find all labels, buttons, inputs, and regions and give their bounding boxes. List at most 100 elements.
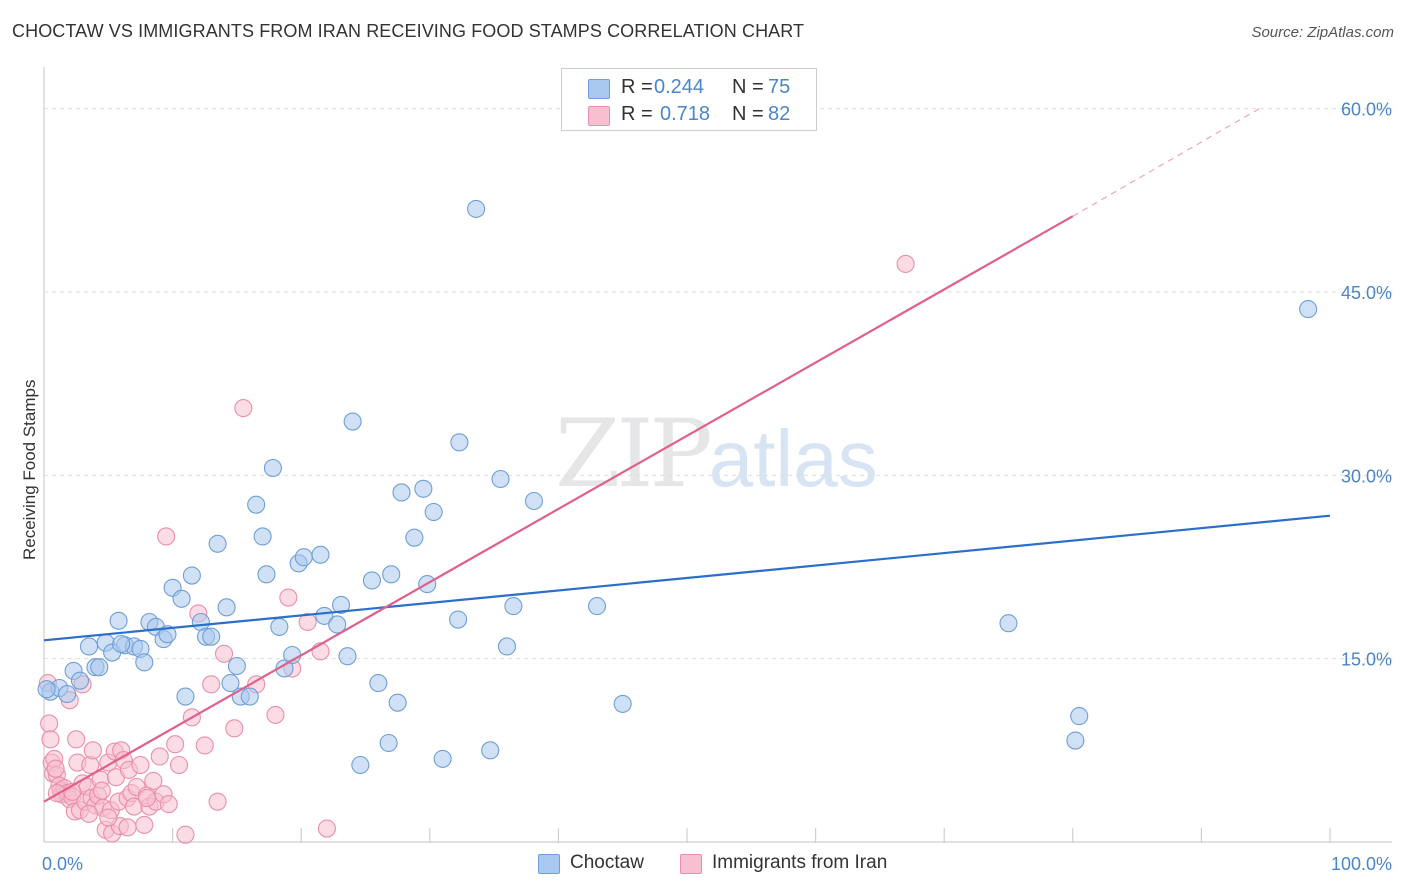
choctaw-point bbox=[491, 469, 510, 489]
choctaw-point bbox=[1066, 731, 1085, 750]
choctaw-point bbox=[613, 694, 632, 713]
choctaw-point bbox=[172, 589, 191, 608]
choctaw-point bbox=[1299, 300, 1318, 319]
choctaw-point bbox=[58, 685, 77, 704]
choctaw-point bbox=[227, 656, 246, 676]
choctaw-point bbox=[70, 671, 90, 690]
choctaw-point bbox=[388, 693, 407, 712]
iran-point bbox=[298, 612, 317, 632]
iran-point bbox=[135, 815, 154, 834]
choctaw-point bbox=[109, 611, 128, 630]
tick-labels: 15.0% 30.0% 45.0% 60.0% 0.0% 100.0% bbox=[42, 100, 1392, 874]
iran-point bbox=[144, 771, 163, 790]
choctaw-point bbox=[79, 637, 99, 656]
iran-point bbox=[92, 781, 111, 800]
choctaw-point bbox=[182, 566, 201, 585]
choctaw-point bbox=[999, 614, 1018, 633]
choctaw-point bbox=[263, 458, 282, 478]
iran-point bbox=[79, 804, 99, 823]
watermark: ZIPatlas bbox=[555, 400, 878, 509]
y-tick-label: 45.0% bbox=[1341, 283, 1392, 303]
y-tick-label: 30.0% bbox=[1341, 466, 1392, 486]
gridlines bbox=[44, 108, 1392, 660]
choctaw-point bbox=[1070, 707, 1089, 726]
bottom-swatch-iran bbox=[680, 854, 702, 874]
choctaw-trend-line bbox=[43, 514, 1331, 642]
choctaw-point bbox=[208, 534, 227, 553]
iran-point bbox=[317, 819, 336, 838]
chart-title: CHOCTAW VS IMMIGRANTS FROM IRAN RECEIVIN… bbox=[12, 21, 805, 41]
watermark-atlas: atlas bbox=[708, 414, 878, 503]
axes bbox=[43, 67, 1392, 843]
choctaw-point bbox=[257, 565, 276, 584]
iran-point bbox=[279, 588, 298, 607]
source-label: Source: ZipAtlas.com bbox=[1251, 24, 1394, 41]
choctaw-point bbox=[405, 528, 424, 547]
choctaw-point bbox=[328, 615, 347, 634]
iran-point bbox=[40, 714, 59, 733]
bottom-swatch-choctaw bbox=[538, 854, 560, 874]
choctaw-point bbox=[351, 755, 370, 775]
legend-r-label: R = bbox=[621, 103, 653, 125]
iran-trend-extension bbox=[1072, 108, 1260, 217]
choctaw-point bbox=[338, 647, 357, 666]
choctaw-point bbox=[450, 433, 469, 452]
choctaw-point bbox=[294, 548, 313, 567]
choctaw-point bbox=[504, 597, 523, 616]
iran-point bbox=[150, 747, 169, 766]
choctaw-point bbox=[311, 545, 330, 564]
choctaw-point bbox=[379, 733, 398, 753]
iran-point bbox=[157, 527, 176, 546]
choctaw-point bbox=[481, 741, 500, 760]
choctaw-point bbox=[449, 610, 468, 629]
iran-point bbox=[118, 818, 137, 837]
choctaw-point bbox=[497, 637, 517, 656]
choctaw-point bbox=[343, 412, 362, 431]
iran-point bbox=[159, 795, 178, 814]
choctaw-point bbox=[240, 687, 259, 706]
trend-lines bbox=[43, 108, 1331, 803]
iran-point bbox=[214, 644, 234, 663]
legend-n-value: 82 bbox=[768, 103, 791, 125]
x-tick-label: 0.0% bbox=[42, 854, 83, 874]
legend-n-label: N = bbox=[732, 103, 764, 125]
legend-swatch-choctaw bbox=[588, 79, 610, 99]
choctaw-point bbox=[382, 565, 401, 584]
choctaw-point bbox=[90, 658, 109, 677]
y-tick-label: 60.0% bbox=[1341, 100, 1392, 120]
choctaw-point bbox=[362, 571, 381, 590]
legend-r-value: 0.718 bbox=[660, 103, 711, 125]
choctaw-point bbox=[247, 495, 266, 514]
legend-swatch-iran bbox=[588, 106, 610, 126]
iran-point bbox=[195, 736, 214, 755]
iran-point bbox=[99, 808, 118, 827]
choctaw-point bbox=[270, 617, 289, 636]
iran-point bbox=[266, 705, 285, 724]
choctaw-point bbox=[369, 674, 388, 693]
choctaw-point bbox=[392, 483, 411, 502]
iran-point bbox=[67, 730, 86, 749]
choctaw-point bbox=[433, 749, 452, 768]
legend-n-label: N = bbox=[732, 76, 764, 98]
iran-point bbox=[137, 788, 156, 808]
watermark-zip: ZIP bbox=[555, 400, 713, 509]
choctaw-point bbox=[524, 491, 544, 511]
iran-point bbox=[225, 719, 244, 738]
choctaw-point bbox=[202, 627, 221, 646]
choctaw-point bbox=[176, 687, 195, 706]
choctaw-point bbox=[467, 199, 486, 218]
iran-point bbox=[41, 730, 60, 749]
iran-point bbox=[208, 792, 227, 811]
choctaw-point bbox=[37, 680, 56, 699]
iran-point bbox=[202, 675, 221, 694]
bottom-legend-label: Immigrants from Iran bbox=[712, 852, 888, 873]
correlation-legend: R = 0.244 N = 75 R = 0.718 N = 82 bbox=[561, 68, 817, 131]
legend-r-value: 0.244 bbox=[654, 76, 705, 98]
choctaw-point bbox=[135, 653, 154, 672]
series-iran-points bbox=[38, 254, 915, 844]
iran-point bbox=[131, 755, 150, 775]
choctaw-point bbox=[217, 598, 236, 617]
choctaw-point bbox=[253, 527, 272, 546]
legend-r-label: R = bbox=[621, 76, 653, 98]
